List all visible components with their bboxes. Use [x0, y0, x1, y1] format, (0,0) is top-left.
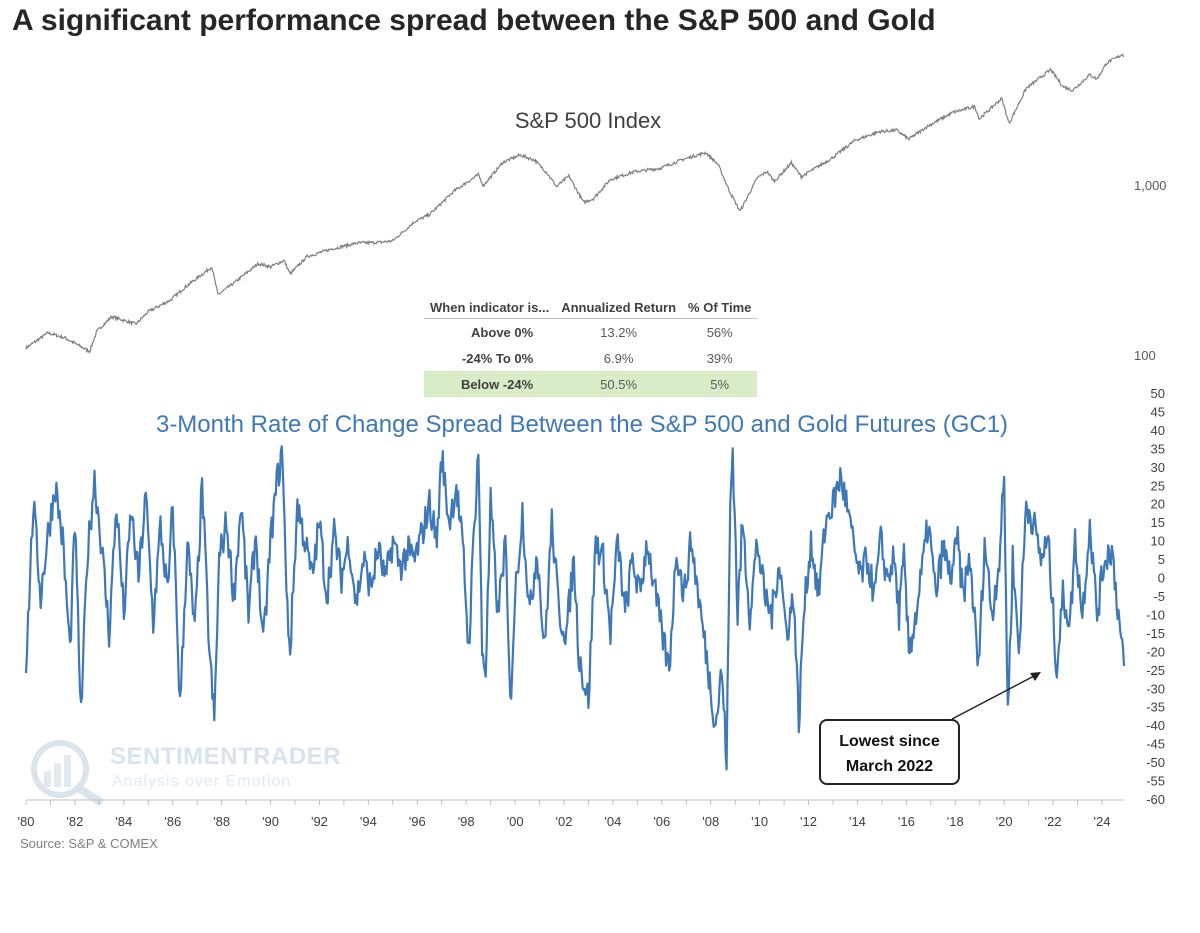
spread-tick-label: -40 — [1146, 718, 1165, 733]
x-tick-label: '02 — [556, 814, 573, 829]
stats-header-row: When indicator is... Annualized Return %… — [424, 296, 758, 319]
stats-header-condition: When indicator is... — [424, 296, 556, 319]
x-tick-label: '12 — [800, 814, 817, 829]
stats-row-return: 6.9% — [603, 351, 634, 366]
annotation-arrowhead — [1030, 672, 1041, 681]
sp500-y-axis: 100 1,000 — [1134, 178, 1167, 363]
magnifier-chart-icon — [31, 740, 105, 807]
chart-title: A significant performance spread between… — [12, 4, 936, 37]
x-tick-label: '98 — [458, 814, 475, 829]
stats-row-label: Above 0% — [471, 325, 534, 340]
watermark-tagline: Analysis over Emotion — [112, 773, 292, 790]
stats-row-time: 56% — [706, 325, 733, 340]
spread-tick-label: -35 — [1146, 700, 1165, 715]
x-tick-label: '16 — [898, 814, 915, 829]
spread-tick-label: 30 — [1151, 460, 1165, 475]
stats-row-time: 39% — [706, 351, 733, 366]
x-tick-label: '80 — [18, 814, 35, 829]
spread-line-group — [24, 445, 1126, 771]
x-axis: '80 '82 '84 '86 '88 '90 '92 '94 '96 '98 '00 '02 '04 '… — [18, 799, 1124, 829]
x-tick-label: '00 — [507, 814, 524, 829]
spread-tick-label: -25 — [1146, 663, 1165, 678]
x-tick-label: '84 — [115, 814, 132, 829]
x-tick-label: '06 — [653, 814, 670, 829]
spread-tick-label: -20 — [1146, 644, 1165, 659]
watermark-logo: SENTIMENTRADER Analysis over Emotion — [22, 735, 342, 807]
spread-tick-label: -10 — [1146, 607, 1165, 622]
x-tick-label: '22 — [1045, 814, 1062, 829]
spread-tick-label: -55 — [1146, 774, 1165, 789]
stats-row-time: 5% — [682, 371, 758, 397]
stats-header-time: % Of Time — [682, 296, 758, 319]
x-tick-label: '24 — [1094, 814, 1111, 829]
x-tick-label: '04 — [604, 814, 621, 829]
source-note: Source: S&P & COMEX — [20, 836, 158, 851]
annotation-line-2: March 2022 — [845, 758, 934, 775]
annotation-arrow-line — [951, 675, 1035, 720]
spread-tick-label: -50 — [1146, 755, 1165, 770]
x-tick-label: '20 — [996, 814, 1013, 829]
sp500-tick-label: 1,000 — [1134, 178, 1167, 193]
stats-row-return: 13.2% — [600, 325, 638, 340]
sp500-line — [25, 53, 1124, 354]
x-tick-label: '94 — [360, 814, 377, 829]
spread-tick-label: 45 — [1151, 404, 1165, 419]
watermark-brand: SENTIMENTRADER — [110, 743, 342, 770]
x-tick-label: '86 — [164, 814, 181, 829]
annotation-box: Lowest since March 2022 — [819, 719, 960, 785]
stats-header-return: Annualized Return — [555, 296, 683, 319]
sp500-line-group — [25, 53, 1124, 354]
spread-series-title: 3-Month Rate of Change Spread Between th… — [156, 411, 1008, 438]
spread-tick-label: -60 — [1146, 792, 1165, 807]
spread-tick-label: 50 — [1151, 386, 1165, 401]
x-tick-label: '08 — [702, 814, 719, 829]
sp500-tick-label: 100 — [1134, 348, 1156, 363]
spread-tick-label: 0 — [1158, 571, 1165, 586]
spread-tick-label: 40 — [1151, 423, 1165, 438]
stats-row: Above 0% 13.2% 56% — [424, 319, 757, 346]
spread-tick-label: -30 — [1146, 681, 1165, 696]
x-tick-label: '82 — [66, 814, 83, 829]
stats-row: -24% To 0% 6.9% 39% — [424, 345, 757, 371]
spread-tick-label: 15 — [1151, 515, 1165, 530]
spread-tick-label: -5 — [1153, 589, 1165, 604]
spread-tick-label: -45 — [1146, 737, 1165, 752]
spread-tick-label: 5 — [1158, 552, 1165, 567]
stats-table: When indicator is... Annualized Return %… — [424, 296, 758, 397]
stats-row-label: -24% To 0% — [461, 351, 534, 366]
stats-row-highlighted: Below -24% 50.5% 5% — [424, 371, 758, 397]
spread-line — [24, 445, 1126, 771]
x-tick-label: '88 — [213, 814, 230, 829]
sp500-series-title: S&P 500 Index — [515, 108, 661, 133]
x-tick-label: '92 — [311, 814, 328, 829]
spread-y-axis: 50454035302520151050-5-10-15-20-25-30-35… — [1146, 386, 1165, 807]
annotation-line-1: Lowest since — [839, 733, 940, 750]
spread-tick-label: 10 — [1151, 534, 1165, 549]
spread-tick-label: -15 — [1146, 626, 1165, 641]
stats-row-label: Below -24% — [424, 371, 556, 397]
x-tick-label: '18 — [947, 814, 964, 829]
spread-tick-label: 35 — [1151, 441, 1165, 456]
stats-row-return: 50.5% — [555, 371, 683, 397]
spread-tick-label: 25 — [1151, 478, 1165, 493]
x-tick-label: '96 — [409, 814, 426, 829]
x-tick-label: '90 — [262, 814, 279, 829]
x-tick-label: '14 — [849, 814, 866, 829]
x-tick-label: '10 — [751, 814, 768, 829]
spread-tick-label: 20 — [1151, 497, 1165, 512]
